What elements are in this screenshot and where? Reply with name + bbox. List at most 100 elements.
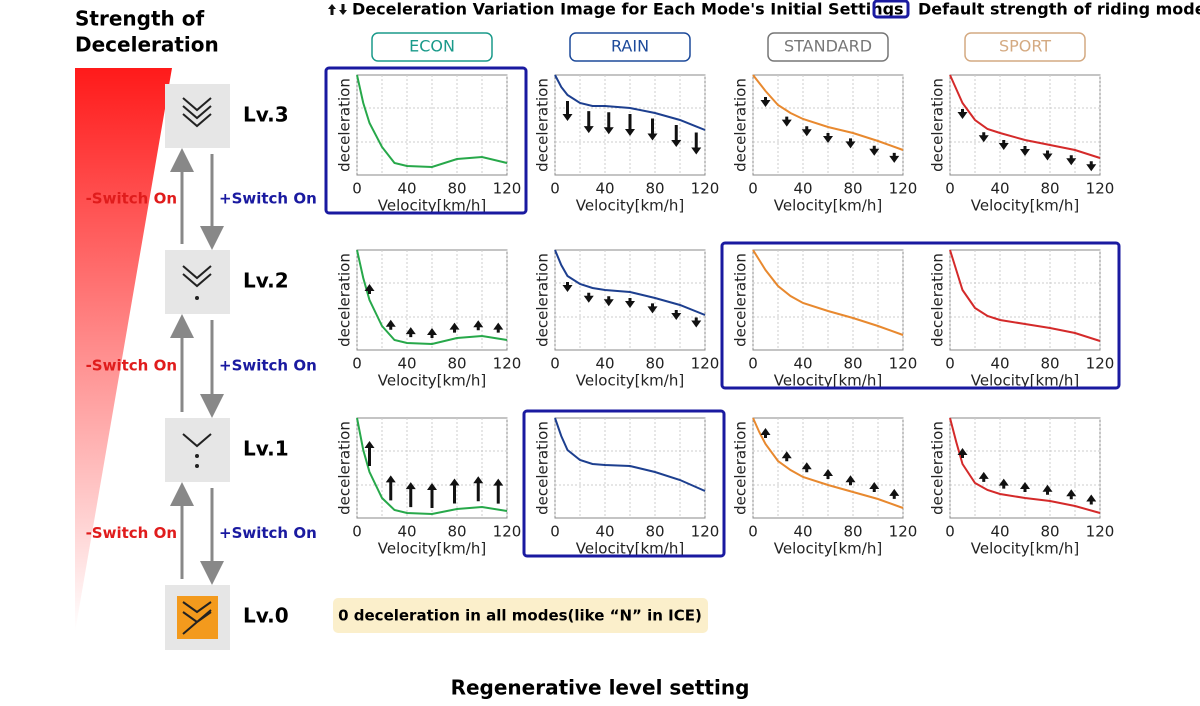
level-label: Lv.3 bbox=[243, 103, 289, 127]
x-tick-label: 0 bbox=[550, 180, 560, 198]
x-tick-label: 0 bbox=[352, 180, 362, 198]
variation-arrow bbox=[823, 133, 833, 143]
level-icon bbox=[165, 250, 230, 314]
variation-arrow bbox=[1042, 150, 1053, 161]
x-tick-label: 0 bbox=[945, 523, 955, 541]
x-tick-label: 40 bbox=[595, 523, 614, 541]
variation-arrow bbox=[385, 319, 396, 330]
variation-arrow bbox=[957, 109, 968, 119]
variation-arrow bbox=[978, 132, 989, 143]
x-tick-label: 120 bbox=[493, 355, 522, 373]
variation-arrow bbox=[449, 478, 460, 504]
x-axis-label: Velocity[km/h] bbox=[576, 372, 684, 390]
mode-label-box bbox=[964, 32, 1086, 62]
default-box bbox=[720, 241, 1121, 390]
arrow-legend: Deceleration Variation Image for Each Mo… bbox=[352, 0, 904, 19]
x-tick-label: 120 bbox=[889, 523, 918, 541]
x-tick-label: 120 bbox=[1086, 180, 1115, 198]
variation-arrow bbox=[1086, 494, 1097, 505]
variation-arrow bbox=[427, 483, 437, 508]
variation-arrow bbox=[1066, 489, 1077, 500]
variation-arrow bbox=[405, 327, 416, 338]
variation-arrow bbox=[647, 303, 658, 314]
mode-label: RAIN bbox=[611, 37, 649, 56]
variation-arrow bbox=[364, 441, 375, 466]
x-axis-label: Velocity[km/h] bbox=[774, 540, 882, 558]
footer-title: Regenerative level setting bbox=[451, 676, 750, 700]
x-tick-label: 0 bbox=[748, 523, 758, 541]
y-axis-label: deceleration bbox=[534, 421, 552, 515]
y-axis-label: deceleration bbox=[732, 253, 750, 347]
variation-arrow bbox=[473, 476, 484, 502]
x-tick-label: 80 bbox=[447, 523, 466, 541]
left-title: Strength of bbox=[75, 7, 204, 31]
curve bbox=[949, 249, 1101, 342]
x-tick-label: 0 bbox=[550, 355, 560, 373]
x-tick-label: 80 bbox=[1040, 355, 1059, 373]
mode-label: SPORT bbox=[999, 37, 1051, 56]
x-axis-label: Velocity[km/h] bbox=[774, 197, 882, 215]
x-axis-label: Velocity[km/h] bbox=[971, 540, 1079, 558]
variation-arrow bbox=[671, 309, 682, 320]
variation-arrow bbox=[998, 478, 1009, 489]
variation-arrow bbox=[1086, 161, 1097, 172]
box-legend: Default strength of riding mode bbox=[918, 0, 1200, 19]
variation-arrow bbox=[625, 114, 635, 136]
level-label: Lv.1 bbox=[243, 437, 289, 461]
variation-arrow bbox=[760, 97, 771, 107]
curve bbox=[554, 249, 706, 316]
x-tick-label: 120 bbox=[691, 180, 720, 198]
x-tick-label: 120 bbox=[1086, 355, 1115, 373]
variation-arrow bbox=[845, 475, 856, 486]
y-axis-label: deceleration bbox=[732, 78, 750, 172]
x-tick-label: 40 bbox=[397, 355, 416, 373]
plus-switch-label: +Switch On bbox=[219, 357, 317, 375]
x-tick-label: 120 bbox=[493, 180, 522, 198]
curve bbox=[356, 74, 508, 169]
default-box bbox=[324, 66, 528, 215]
variation-arrow bbox=[1066, 155, 1077, 166]
variation-arrow bbox=[801, 126, 812, 137]
x-tick-label: 80 bbox=[843, 180, 862, 198]
x-axis-label: Velocity[km/h] bbox=[378, 372, 486, 390]
level-icon bbox=[165, 585, 230, 650]
x-tick-label: 80 bbox=[447, 355, 466, 373]
y-axis-label: deceleration bbox=[929, 253, 947, 347]
curve bbox=[554, 417, 706, 492]
variation-arrow bbox=[801, 462, 812, 473]
curve bbox=[752, 417, 904, 509]
x-tick-label: 40 bbox=[793, 180, 812, 198]
x-tick-label: 40 bbox=[990, 355, 1009, 373]
variation-arrow bbox=[845, 138, 856, 149]
variation-arrow bbox=[603, 296, 614, 307]
x-tick-label: 80 bbox=[1040, 180, 1059, 198]
curve bbox=[949, 74, 1101, 159]
x-axis-label: Velocity[km/h] bbox=[378, 197, 486, 215]
x-tick-label: 80 bbox=[645, 523, 664, 541]
minus-switch-label: -Switch On bbox=[86, 190, 177, 208]
variation-arrow bbox=[998, 140, 1009, 151]
x-tick-label: 40 bbox=[990, 180, 1009, 198]
variation-arrow bbox=[405, 482, 416, 508]
note: 0 deceleration in all modes(like “N” in … bbox=[338, 607, 702, 625]
curve bbox=[356, 417, 508, 516]
x-tick-label: 80 bbox=[645, 355, 664, 373]
y-axis-label: deceleration bbox=[336, 253, 354, 347]
x-axis-label: Velocity[km/h] bbox=[774, 372, 882, 390]
variation-arrow bbox=[583, 292, 594, 303]
x-tick-label: 0 bbox=[748, 180, 758, 198]
y-axis-label: deceleration bbox=[336, 78, 354, 172]
left-title: Deceleration bbox=[75, 33, 219, 57]
variation-arrow bbox=[1020, 482, 1030, 492]
x-tick-label: 40 bbox=[595, 355, 614, 373]
variation-arrow bbox=[364, 284, 375, 294]
variation-arrow bbox=[1020, 146, 1030, 156]
x-tick-label: 80 bbox=[645, 180, 664, 198]
x-axis-label: Velocity[km/h] bbox=[971, 197, 1079, 215]
x-tick-label: 120 bbox=[691, 523, 720, 541]
variation-arrow bbox=[978, 471, 989, 482]
x-tick-label: 120 bbox=[889, 180, 918, 198]
level-icon bbox=[165, 418, 230, 482]
variation-arrow bbox=[647, 118, 658, 141]
mode-label: ECON bbox=[409, 37, 455, 56]
